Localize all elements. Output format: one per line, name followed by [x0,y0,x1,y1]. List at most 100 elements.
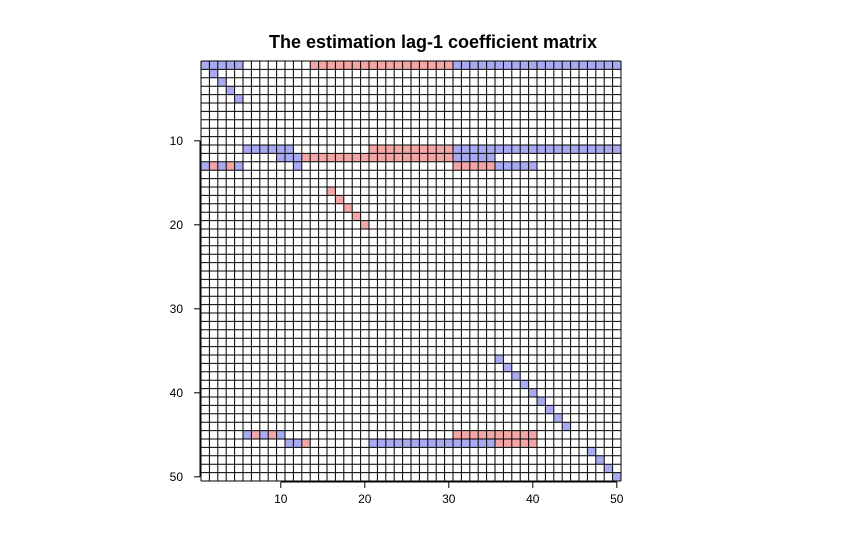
x-tick-label: 30 [442,492,456,506]
negative-cell [444,439,453,448]
negative-cell [545,61,554,70]
positive-cell [495,430,504,439]
negative-cell [461,61,470,70]
positive-cell [419,153,428,162]
negative-cell [209,61,218,70]
negative-cell [604,464,613,473]
negative-cell [486,439,495,448]
positive-cell [461,430,470,439]
negative-cell [595,145,605,154]
negative-cell [528,388,537,397]
negative-cell [276,153,285,162]
positive-cell [461,161,470,171]
negative-cell [402,439,411,448]
positive-cell [394,153,403,162]
negative-cell [226,86,235,95]
negative-cell [604,145,613,154]
negative-cell [453,61,462,70]
negative-cell [217,77,227,87]
negative-cell [469,439,479,448]
positive-cell [402,61,411,70]
negative-cell [293,161,302,171]
negative-cell [453,145,462,154]
positive-cell [209,161,218,171]
positive-cell [469,430,479,439]
positive-cell [427,153,437,162]
negative-cell [553,413,563,423]
negative-cell [478,439,487,448]
negative-cell [604,61,613,70]
negative-cell [377,439,386,448]
negative-cell [612,61,621,70]
positive-cell [520,439,529,448]
negative-cell [394,439,403,448]
positive-cell [377,153,386,162]
positive-cell [486,430,495,439]
x-tick-label: 10 [274,492,288,506]
positive-cell [419,145,428,154]
negative-cell [478,153,487,162]
positive-cell [343,153,353,162]
y-tick-label: 30 [170,302,184,316]
negative-cell [285,439,294,448]
negative-cell [486,145,495,154]
negative-cell [495,355,504,364]
negative-cell [469,153,479,162]
negative-cell [234,161,243,171]
negative-cell [520,161,529,171]
negative-cell [520,145,529,154]
negative-cell [562,422,571,431]
positive-cell [411,153,420,162]
positive-cell [318,153,327,162]
negative-cell [201,161,210,171]
positive-cell [352,61,361,70]
positive-cell [385,61,395,70]
negative-cell [243,430,252,439]
positive-cell [301,153,311,162]
negative-cell [276,430,285,439]
negative-cell [595,61,605,70]
negative-cell [293,439,302,448]
negative-cell [511,145,521,154]
positive-cell [335,153,344,162]
positive-cell [226,161,235,171]
negative-cell [503,363,512,372]
positive-cell [469,161,479,171]
heatmap-cells [201,61,621,481]
chart-axes: 10 20 30 40 50 10 20 30 40 50 [170,134,624,506]
positive-cell [377,61,386,70]
y-tick-label: 10 [170,134,184,148]
positive-cell [528,439,537,448]
negative-cell [369,439,378,448]
positive-cell [453,430,462,439]
heatmap-grid [200,60,622,482]
positive-cell [394,61,403,70]
positive-cell [318,61,327,70]
positive-cell [268,430,277,439]
positive-cell [436,153,445,162]
negative-cell [259,430,269,439]
negative-cell [553,61,563,70]
positive-cell [503,430,512,439]
positive-cell [411,145,420,154]
positive-cell [369,153,378,162]
negative-cell [259,145,269,154]
negative-cell [562,61,571,70]
positive-cell [360,61,369,70]
positive-cell [360,153,369,162]
positive-cell [419,61,428,70]
positive-cell [436,61,445,70]
negative-cell [385,439,395,448]
negative-cell [520,380,529,389]
negative-cell [469,61,479,70]
negative-cell [545,145,554,154]
negative-cell [285,153,294,162]
negative-cell [234,61,243,70]
positive-cell [444,61,453,70]
negative-cell [461,439,470,448]
negative-cell [478,61,487,70]
negative-cell [209,69,218,78]
negative-cell [503,145,512,154]
negative-cell [537,61,546,70]
